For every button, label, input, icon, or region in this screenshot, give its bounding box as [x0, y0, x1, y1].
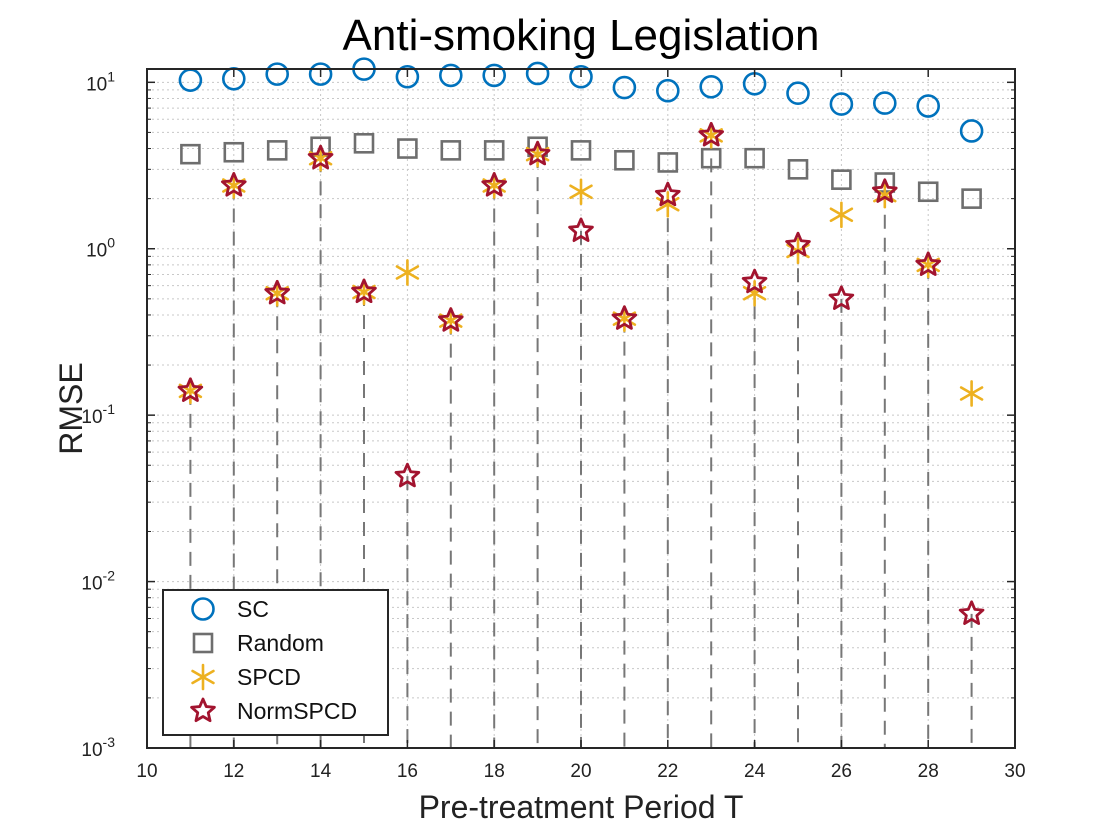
x-tick-label: 22	[657, 761, 678, 782]
y-tick-label: 10-2	[81, 568, 115, 595]
x-tick-label: 20	[570, 761, 591, 782]
legend-marker-sc	[191, 597, 215, 621]
legend-item-sc: SC	[191, 596, 269, 622]
normspcd-point	[785, 231, 811, 257]
spcd-point	[395, 259, 420, 286]
normspcd-point	[568, 217, 594, 243]
legend-item-normspcd: NormSPCD	[190, 697, 357, 724]
normspcd-point	[698, 121, 725, 147]
normspcd-point	[351, 278, 377, 304]
legend-label: SC	[237, 596, 269, 622]
legend-marker-normspcd	[190, 697, 216, 723]
sc-point	[829, 92, 854, 116]
random-point	[397, 138, 418, 159]
sc-point	[699, 74, 724, 99]
normspcd-point	[871, 178, 898, 203]
sc-point	[438, 63, 463, 88]
legend-box	[162, 589, 389, 736]
normspcd-point	[437, 307, 464, 332]
random-point	[483, 140, 505, 161]
random-point	[831, 169, 852, 190]
normspcd-point	[958, 600, 985, 625]
x-tick-label: 12	[223, 761, 244, 782]
legend-label: SPCD	[237, 664, 301, 690]
y-tick-label: 10-3	[81, 734, 115, 761]
sc-point	[916, 94, 941, 118]
spcd-point	[829, 201, 854, 229]
random-point	[787, 159, 809, 180]
dashed-reference-lines	[189, 135, 973, 748]
normspcd-point	[307, 144, 334, 170]
legend-label: Random	[237, 630, 324, 656]
series-random	[180, 133, 982, 209]
chart-title: Anti-smoking Legislation	[343, 11, 820, 60]
normspcd-point	[741, 268, 768, 294]
x-tick-label: 24	[744, 761, 766, 782]
random-point	[353, 133, 375, 154]
legend-item-spcd: SPCD	[191, 663, 301, 691]
x-tick-label: 26	[831, 761, 852, 782]
y-tick-label: 10-1	[81, 401, 115, 428]
y-axis-label: RMSE	[53, 362, 89, 454]
spcd-point	[569, 178, 593, 206]
tick-labels: 10 12 14 16 18 20 22 24 26 28 30 10-3 10-2 10-1 100 101	[81, 68, 1025, 782]
random-point	[614, 149, 635, 171]
random-point	[266, 140, 288, 161]
random-point	[917, 181, 939, 203]
normspcd-point	[915, 251, 942, 276]
sc-point	[612, 75, 637, 100]
sc-point	[482, 63, 507, 88]
random-point	[180, 143, 201, 165]
legend-item-random: Random	[192, 630, 324, 656]
sc-point	[872, 91, 897, 115]
sc-point	[655, 78, 680, 103]
sc-point	[569, 64, 593, 89]
normspcd-point	[177, 377, 204, 402]
x-tick-label: 28	[918, 761, 939, 782]
series-normspcd	[177, 121, 985, 625]
normspcd-point	[220, 172, 247, 197]
data-points	[177, 57, 985, 625]
legend-marker-spcd	[191, 663, 215, 691]
x-tick-label: 30	[1004, 761, 1025, 782]
legend-label: NormSPCD	[237, 698, 357, 724]
sc-point	[265, 62, 290, 86]
y-tick-label: 101	[86, 68, 115, 95]
x-tick-label: 14	[310, 761, 332, 782]
normspcd-point	[481, 172, 508, 197]
normspcd-point	[394, 462, 421, 488]
random-point	[700, 147, 722, 169]
sc-point	[525, 61, 550, 86]
normspcd-point	[264, 279, 291, 305]
sc-point	[308, 62, 333, 86]
x-tick-label: 18	[484, 761, 505, 782]
x-tick-label: 10	[136, 761, 157, 782]
normspcd-point	[524, 140, 551, 166]
x-axis-label: Pre-treatment Period T	[419, 789, 744, 825]
y-tick-label: 100	[86, 235, 115, 262]
normspcd-point	[611, 305, 638, 330]
legend-marker-random	[192, 632, 214, 654]
x-tick-label: 16	[397, 761, 418, 782]
random-point	[440, 140, 462, 161]
sc-point	[786, 81, 810, 106]
random-point	[570, 140, 592, 161]
random-point	[223, 141, 245, 163]
spcd-point	[959, 380, 984, 407]
legend: SC Random SPCD NormSPCD	[162, 589, 389, 736]
normspcd-point	[828, 285, 855, 310]
sc-point	[959, 119, 984, 143]
sc-point	[395, 64, 420, 89]
random-point	[744, 147, 765, 169]
random-point	[657, 152, 679, 173]
random-point	[961, 188, 982, 209]
normspcd-point	[654, 181, 681, 207]
